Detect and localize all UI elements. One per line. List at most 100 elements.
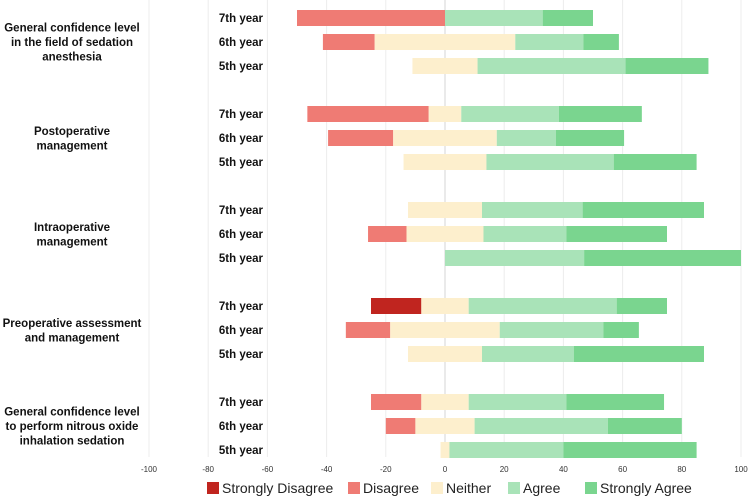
row-label: 7th year [219, 301, 264, 313]
bar-segment-neither [408, 346, 482, 362]
bar-segment-agree [515, 34, 584, 50]
bar-segment-disagree [368, 226, 407, 242]
row-label: 7th year [219, 397, 264, 409]
x-tick-label: 40 [559, 465, 568, 474]
group-label: Intraoperative management [34, 222, 110, 249]
row-label: 5th year [219, 253, 264, 265]
group-label-line: inhalation sedation [20, 436, 125, 448]
bar-segment-agree [461, 106, 559, 122]
bar-segment-neither [428, 106, 462, 122]
bar-segment-disagree [345, 322, 391, 338]
legend-label: Disagree [363, 480, 419, 496]
bar-segment-strongly-agree [563, 442, 697, 458]
bar-segment-neither [408, 202, 482, 218]
bar-segment-agree [474, 418, 608, 434]
bar-segment-agree [482, 202, 583, 218]
bar-segment-agree [477, 58, 626, 74]
row-label: 5th year [219, 157, 264, 169]
bar-segment-strongly-agree [542, 10, 593, 26]
bar-segment-strongly-agree [558, 106, 642, 122]
bar-segment-neither [403, 154, 487, 170]
row-label: 7th year [219, 109, 264, 121]
bar-segment-strongly-agree [583, 34, 619, 50]
legend-label: Strongly Agree [600, 480, 692, 496]
bar-segment-agree [468, 394, 567, 410]
x-tick-label: 20 [500, 465, 509, 474]
bar-segment-strongly-agree [625, 58, 709, 74]
bar-segment-neither [374, 34, 516, 50]
x-tick-label: -60 [262, 465, 274, 474]
x-axis-ticks: -100 -80 -60 -40 -20 0 20 40 60 80 100 [141, 465, 748, 474]
x-tick-label: 60 [618, 465, 627, 474]
bar-segment-agree [486, 154, 614, 170]
bar-segment-neither [412, 58, 478, 74]
row-label: 6th year [219, 421, 264, 433]
row-label: 5th year [219, 445, 264, 457]
bar-segment-neither [421, 394, 469, 410]
legend-swatch [508, 482, 520, 494]
x-tick-label: -20 [380, 465, 392, 474]
legend-swatch [585, 482, 597, 494]
group-labels: General confidence level in the field of … [3, 23, 142, 448]
bar-segment-agree [468, 298, 617, 314]
group-label-line: in the field of sedation [11, 37, 133, 49]
legend-label: Strongly Disagree [222, 480, 333, 496]
legend-label: Neither [446, 480, 491, 496]
x-tick-label: -80 [202, 465, 214, 474]
legend-label: Agree [523, 480, 561, 496]
bar-segment-strongly-agree [573, 346, 704, 362]
bar-segment-agree [499, 322, 604, 338]
bar-segment-strongly-agree [566, 394, 665, 410]
group-label-line: General confidence level [4, 407, 140, 419]
bar-segment-strongly-agree [613, 154, 697, 170]
bar-segment-disagree [385, 418, 416, 434]
x-tick-label: -100 [141, 465, 158, 474]
bar-segment-disagree [297, 10, 445, 26]
bar-segment-agree [445, 250, 585, 266]
bar-segment-strongly-agree [556, 130, 625, 146]
bar-segment-agree [483, 226, 567, 242]
group-label-line: Preoperative assessment [3, 318, 142, 330]
bar-segment-strongly-agree [566, 226, 667, 242]
row-label: 6th year [219, 229, 264, 241]
bar-segment-strongly-agree [603, 322, 639, 338]
bar-segment-disagree [322, 34, 375, 50]
bar-segment-neither [421, 298, 469, 314]
bar-segment-strongly-disagree [371, 298, 422, 314]
bar-segment-strongly-agree [607, 418, 682, 434]
bar-segment-agree [496, 130, 556, 146]
legend-swatch [431, 482, 443, 494]
bar-segment-neither [390, 322, 500, 338]
legend-swatch [348, 482, 360, 494]
bar-segment-neither [393, 130, 497, 146]
x-tick-label: -40 [321, 465, 333, 474]
bar-segment-neither [415, 418, 475, 434]
group-label-line: anesthesia [42, 52, 102, 64]
bar-segment-agree [445, 10, 543, 26]
group-label-line: Postoperative [34, 126, 110, 138]
legend: Strongly Disagree Disagree Neither Agree Str… [207, 480, 692, 496]
group-label-line: and management [25, 332, 120, 344]
bar-segment-strongly-agree [616, 298, 667, 314]
row-label: 5th year [219, 349, 264, 361]
bar-segment-disagree [371, 394, 422, 410]
row-label: 5th year [219, 61, 264, 73]
bar-segment-disagree [307, 106, 429, 122]
group-label-line: to perform nitrous oxide [6, 421, 139, 433]
bar-segment-disagree [328, 130, 394, 146]
row-label: 6th year [219, 325, 264, 337]
row-label: 6th year [219, 37, 264, 49]
group-label-line: management [37, 140, 108, 152]
bar-segment-agree [482, 346, 574, 362]
row-label: 7th year [219, 13, 264, 25]
legend-swatch [207, 482, 219, 494]
group-label: Postoperative management [34, 126, 110, 153]
group-label-line: management [37, 236, 108, 248]
row-label: 6th year [219, 133, 264, 145]
x-tick-label: 100 [734, 465, 748, 474]
bar-segment-strongly-agree [584, 250, 741, 266]
group-label-line: Intraoperative [34, 222, 110, 234]
bar-segment-neither [440, 442, 450, 458]
bar-segment-neither [406, 226, 484, 242]
